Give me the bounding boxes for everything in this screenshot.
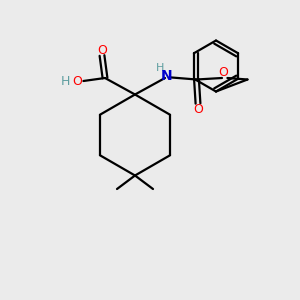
Text: N: N	[161, 69, 172, 82]
Text: O: O	[193, 103, 203, 116]
Text: O: O	[72, 75, 82, 88]
Text: H: H	[61, 75, 70, 88]
Text: H: H	[155, 63, 164, 74]
Text: O: O	[219, 66, 228, 79]
Text: O: O	[97, 44, 107, 57]
